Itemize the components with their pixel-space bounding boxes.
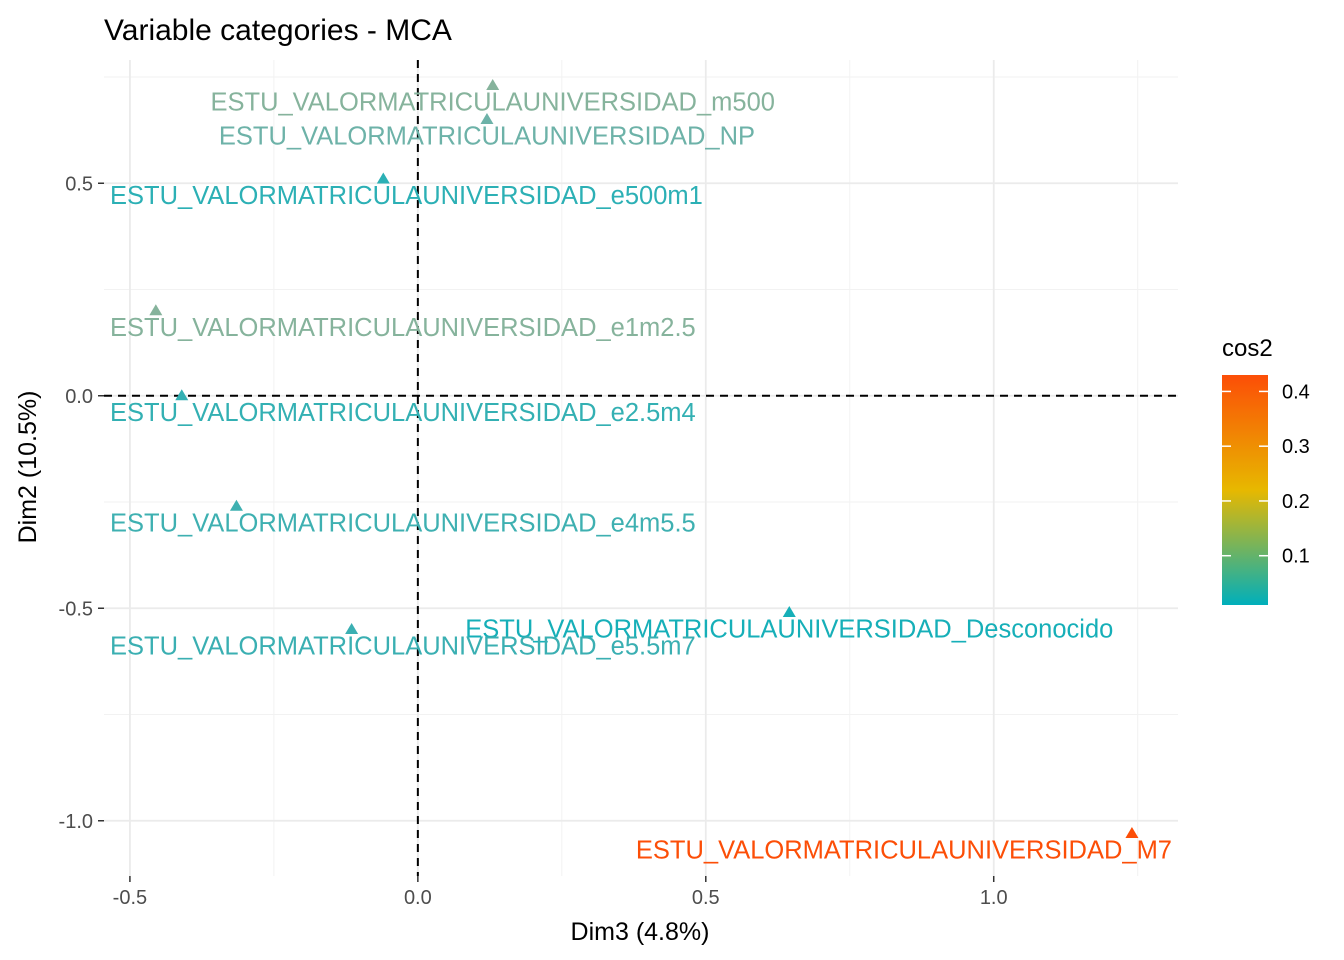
point-label: ESTU_VALORMATRICULAUNIVERSIDAD_M7 bbox=[636, 837, 1172, 865]
y-tick-label: 0.5 bbox=[65, 173, 93, 195]
points-layer bbox=[149, 79, 1139, 838]
point-marker bbox=[149, 304, 163, 316]
x-tick-label: 0.0 bbox=[404, 887, 432, 909]
point-label: ESTU_VALORMATRICULAUNIVERSIDAD_Desconoci… bbox=[465, 616, 1113, 644]
axis-ticks: -0.5 0.0 0.5 1.0 -1.0 -0.5 0.0 0.5 bbox=[59, 173, 1008, 909]
point-label: ESTU_VALORMATRICULAUNIVERSIDAD_e2.5m4 bbox=[110, 399, 696, 427]
point-marker bbox=[480, 113, 494, 124]
point-marker bbox=[175, 389, 189, 401]
point-label: ESTU_VALORMATRICULAUNIVERSIDAD_m500 bbox=[210, 89, 774, 117]
legend-tick-label: 0.1 bbox=[1282, 546, 1310, 568]
legend-title: cos2 bbox=[1222, 335, 1273, 362]
legend-tick-label: 0.4 bbox=[1282, 381, 1310, 403]
point-label: ESTU_VALORMATRICULAUNIVERSIDAD_e500m1 bbox=[110, 182, 703, 210]
y-axis-title: Dim2 (10.5%) bbox=[14, 391, 42, 544]
y-tick-label: -1.0 bbox=[59, 811, 93, 833]
point-labels-layer: ESTU_VALORMATRICULAUNIVERSIDAD_m500 ESTU_… bbox=[110, 89, 1172, 865]
y-tick-label: -0.5 bbox=[59, 598, 93, 620]
legend-ticks: 0.1 0.2 0.3 0.4 bbox=[1222, 381, 1310, 568]
y-tick-label: 0.0 bbox=[65, 386, 93, 408]
point-label: ESTU_VALORMATRICULAUNIVERSIDAD_e5.5m7 bbox=[110, 633, 696, 661]
x-tick-label: -0.5 bbox=[113, 887, 147, 909]
x-axis-title: Dim3 (4.8%) bbox=[571, 918, 710, 946]
chart-title: Variable categories - MCA bbox=[104, 14, 452, 47]
legend: cos2 0.1 0.2 0.3 0.4 bbox=[1222, 335, 1310, 605]
point-label: ESTU_VALORMATRICULAUNIVERSIDAD_e4m5.5 bbox=[110, 509, 696, 537]
grid bbox=[104, 60, 1178, 876]
point-marker bbox=[345, 623, 359, 634]
legend-tick-label: 0.3 bbox=[1282, 436, 1310, 458]
point-label: ESTU_VALORMATRICULAUNIVERSIDAD_NP bbox=[219, 123, 755, 151]
point-label: ESTU_VALORMATRICULAUNIVERSIDAD_e1m2.5 bbox=[110, 314, 696, 342]
x-tick-label: 1.0 bbox=[980, 887, 1008, 909]
reference-lines bbox=[104, 60, 1178, 876]
point-marker bbox=[376, 172, 390, 184]
legend-colorbar bbox=[1222, 375, 1268, 605]
x-tick-label: 0.5 bbox=[692, 887, 720, 909]
point-marker bbox=[782, 606, 796, 617]
point-marker bbox=[1125, 827, 1139, 838]
legend-tick-label: 0.2 bbox=[1282, 491, 1310, 513]
point-marker bbox=[229, 499, 243, 511]
point-marker bbox=[486, 79, 500, 90]
